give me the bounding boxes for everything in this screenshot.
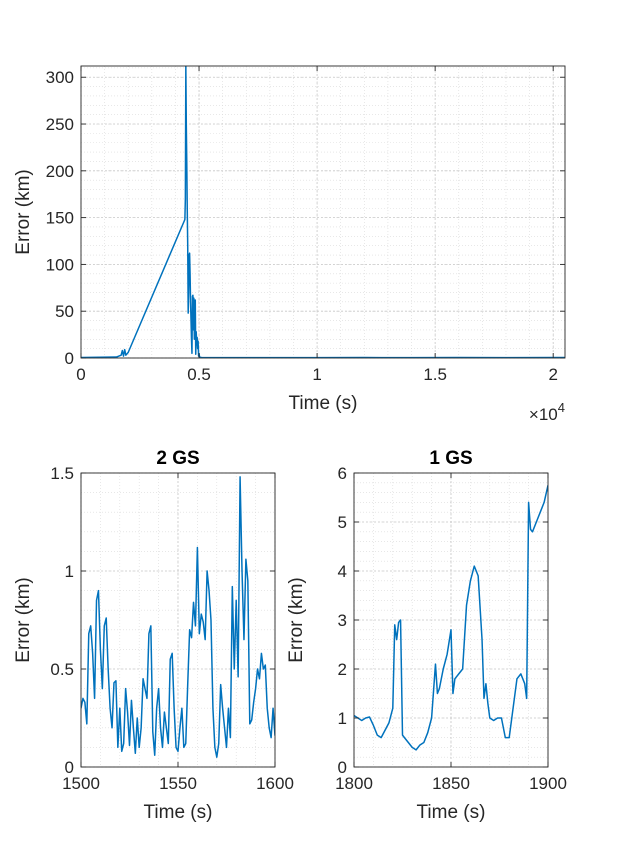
one-gs-x-tick-label: 1850	[432, 774, 470, 793]
overview-y-axis-label: Error (km)	[13, 169, 34, 254]
one-gs-x-tick-label: 1900	[529, 774, 567, 793]
one-gs-y-tick-label: 3	[338, 611, 347, 630]
two-gs-y-tick-label: 0	[65, 758, 74, 777]
overview-x-tick-label: 1.5	[423, 365, 447, 384]
one-gs-chart: 1800 1850 1900 0 1 2 3 4 5 6 Time (s) Error (km) 1 G…	[286, 448, 567, 823]
overview-axes-box	[80, 65, 566, 359]
one-gs-title: 1 GS	[429, 448, 472, 469]
two-gs-series-line	[81, 476, 275, 758]
one-gs-y-tick-label: 0	[338, 758, 347, 777]
overview-y-tick-label: 150	[46, 209, 74, 228]
overview-chart: 0 0.5 1 1.5 2 0 50 100 150 200 250 300 Time (s) Error…	[13, 65, 566, 424]
two-gs-y-tick-label: 1.5	[50, 464, 74, 483]
two-gs-x-tick-label: 1550	[159, 774, 197, 793]
two-gs-y-tick-label: 0.5	[50, 660, 74, 679]
one-gs-x-tick-label: 1800	[335, 774, 373, 793]
two-gs-x-axis-label: Time (s)	[144, 802, 213, 823]
overview-x-tick-label: 0.5	[187, 365, 211, 384]
two-gs-x-tick-label: 1600	[256, 774, 294, 793]
two-gs-chart: 1500 1550 1600 0 0.5 1 1.5 Time (s) Error (km) 2 …	[13, 448, 294, 823]
overview-y-tick-label: 200	[46, 162, 74, 181]
two-gs-x-tick-label: 1500	[62, 774, 100, 793]
overview-y-tick-label: 0	[65, 349, 74, 368]
one-gs-y-tick-label: 5	[338, 513, 347, 532]
overview-x-tick-label: 1	[312, 365, 321, 384]
two-gs-y-tick-label: 1	[65, 562, 74, 581]
one-gs-y-tick-label: 1	[338, 709, 347, 728]
two-gs-y-axis-label: Error (km)	[13, 577, 34, 662]
overview-y-tick-label: 50	[55, 302, 74, 321]
overview-x-tick-label: 2	[548, 365, 557, 384]
two-gs-title: 2 GS	[156, 448, 199, 469]
overview-x-axis-label: Time (s)	[289, 393, 358, 414]
one-gs-y-tick-label: 2	[338, 660, 347, 679]
overview-x-tick-label: 0	[76, 365, 85, 384]
overview-y-tick-label: 100	[46, 255, 74, 274]
one-gs-x-axis-label: Time (s)	[417, 802, 486, 823]
one-gs-y-axis-label: Error (km)	[286, 577, 307, 662]
overview-y-tick-label: 250	[46, 115, 74, 134]
one-gs-y-tick-label: 4	[338, 562, 347, 581]
one-gs-y-tick-label: 6	[338, 464, 347, 483]
overview-y-tick-label: 300	[46, 68, 74, 87]
overview-x-exponent-label: ×104	[529, 400, 565, 424]
one-gs-series-line	[354, 485, 548, 751]
